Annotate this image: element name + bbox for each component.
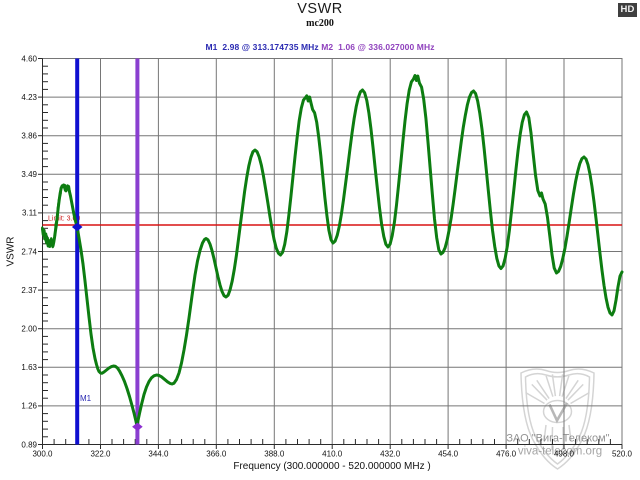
svg-text:viva-telecom.org: viva-telecom.org xyxy=(518,446,602,458)
svg-text:3.86: 3.86 xyxy=(21,132,37,141)
svg-text:300.0: 300.0 xyxy=(32,450,53,459)
svg-text:2.74: 2.74 xyxy=(21,247,37,256)
svg-text:VSWR: VSWR xyxy=(6,237,17,267)
svg-text:1.63: 1.63 xyxy=(21,363,37,372)
svg-text:4.23: 4.23 xyxy=(21,93,37,102)
svg-text:454.0: 454.0 xyxy=(438,450,459,459)
svg-text:322.0: 322.0 xyxy=(90,450,111,459)
svg-text:410.0: 410.0 xyxy=(322,450,343,459)
svg-text:366.0: 366.0 xyxy=(206,450,227,459)
svg-text:M1: M1 xyxy=(80,394,92,403)
svg-text:3.49: 3.49 xyxy=(21,170,37,179)
svg-text:476.0: 476.0 xyxy=(496,450,517,459)
svg-text:4.60: 4.60 xyxy=(21,54,37,63)
svg-text:Limit: 3.00: Limit: 3.00 xyxy=(48,216,80,223)
svg-text:520.0: 520.0 xyxy=(612,450,633,459)
svg-text:1.26: 1.26 xyxy=(21,402,37,411)
svg-text:ЗАО "Вига-Телеком": ЗАО "Вига-Телеком" xyxy=(506,433,609,445)
svg-text:3.11: 3.11 xyxy=(22,209,38,218)
svg-text:Frequency (300.000000 - 520.00: Frequency (300.000000 - 520.000000 MHz ) xyxy=(233,461,430,472)
svg-text:432.0: 432.0 xyxy=(380,450,401,459)
svg-text:344.0: 344.0 xyxy=(148,450,169,459)
svg-text:2.00: 2.00 xyxy=(21,325,37,334)
svg-text:0.89: 0.89 xyxy=(21,440,37,449)
svg-text:2.37: 2.37 xyxy=(21,286,37,295)
svg-text:498.0: 498.0 xyxy=(554,450,575,459)
svg-text:388.0: 388.0 xyxy=(264,450,285,459)
